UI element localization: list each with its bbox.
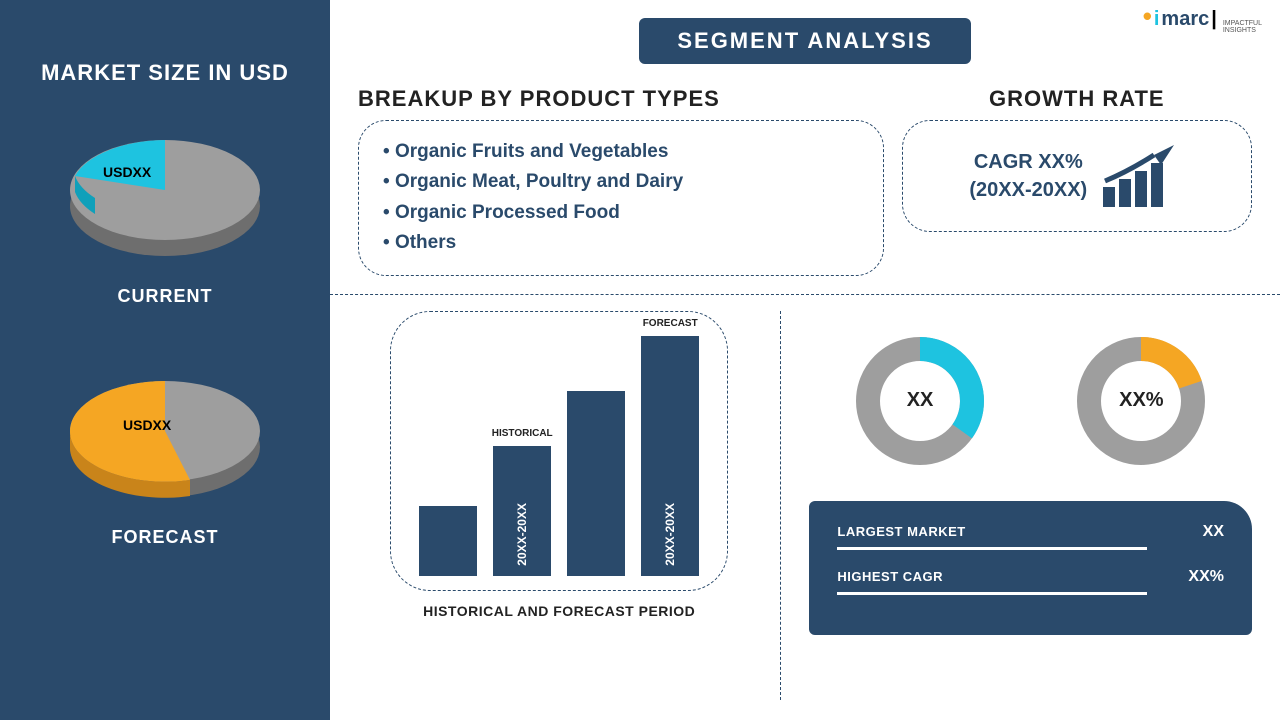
info-row-2: HIGHEST CAGR XX% xyxy=(837,568,1224,586)
left-title: MARKET SIZE IN USD xyxy=(41,60,289,86)
growth-arrow-icon xyxy=(1099,141,1184,211)
bar-top-label: HISTORICAL xyxy=(492,428,553,439)
donut2-label: XX% xyxy=(1119,389,1163,412)
info-row-1: LARGEST MARKET XX xyxy=(837,523,1224,541)
divider-line xyxy=(837,547,1146,550)
row-bottom: 20XX-20XXHISTORICAL20XX-20XXFORECAST HIS… xyxy=(330,294,1280,720)
breakup-item: Organic Fruits and Vegetables xyxy=(383,137,859,167)
highest-cagr-value: XX% xyxy=(1188,568,1224,586)
pie1-caption: CURRENT xyxy=(118,286,213,307)
brand-logo: • imarc | IMPACTFULINSIGHTS xyxy=(1143,8,1262,34)
barchart-section: 20XX-20XXHISTORICAL20XX-20XXFORECAST HIS… xyxy=(358,311,781,700)
breakup-box: Organic Fruits and Vegetables Organic Me… xyxy=(358,120,884,276)
bar: 20XX-20XXHISTORICAL xyxy=(493,446,551,576)
bar-period-label: 20XX-20XX xyxy=(515,503,529,566)
right-metrics: XX XX% LARGEST MARKET XX HIGHEST C xyxy=(781,311,1252,700)
donut-2: XX% xyxy=(1071,331,1211,471)
pie-forecast: USDXX xyxy=(45,357,285,517)
largest-market-label: LARGEST MARKET xyxy=(837,524,965,539)
breakup-item: Organic Processed Food xyxy=(383,198,859,228)
info-box: LARGEST MARKET XX HIGHEST CAGR XX% xyxy=(809,501,1252,635)
bar-top-label: FORECAST xyxy=(643,318,698,329)
bar-period-label: 20XX-20XX xyxy=(663,503,677,566)
barchart-caption: HISTORICAL AND FORECAST PERIOD xyxy=(423,603,695,619)
breakup-heading: BREAKUP BY PRODUCT TYPES xyxy=(358,86,884,112)
bar xyxy=(419,506,477,576)
page-title: SEGMENT ANALYSIS xyxy=(639,18,970,64)
pie2-value: USDXX xyxy=(123,417,171,433)
pie2-caption: FORECAST xyxy=(112,527,219,548)
breakup-list: Organic Fruits and Vegetables Organic Me… xyxy=(383,137,859,259)
breakup-section: BREAKUP BY PRODUCT TYPES Organic Fruits … xyxy=(358,86,884,276)
growth-heading: GROWTH RATE xyxy=(902,86,1252,112)
barchart-box: 20XX-20XXHISTORICAL20XX-20XXFORECAST xyxy=(390,311,728,591)
divider-line xyxy=(837,592,1146,595)
growth-box: CAGR XX%(20XX-20XX) xyxy=(902,120,1252,232)
breakup-item: Organic Meat, Poultry and Dairy xyxy=(383,167,859,197)
bar: 20XX-20XXFORECAST xyxy=(641,336,699,576)
donuts-row: XX XX% xyxy=(809,331,1252,471)
donut1-label: XX xyxy=(907,389,934,412)
left-panel: MARKET SIZE IN USD USDXX CURRENT USDXX F… xyxy=(0,0,330,720)
growth-section: GROWTH RATE CAGR XX%(20XX-20XX) xyxy=(902,86,1252,276)
cagr-text: CAGR XX%(20XX-20XX) xyxy=(969,148,1087,204)
bar xyxy=(567,391,625,576)
row-top: BREAKUP BY PRODUCT TYPES Organic Fruits … xyxy=(330,76,1280,276)
donut-1: XX xyxy=(850,331,990,471)
bars-container: 20XX-20XXHISTORICAL20XX-20XXFORECAST xyxy=(419,336,699,576)
highest-cagr-label: HIGHEST CAGR xyxy=(837,569,943,584)
pie1-value: USDXX xyxy=(103,164,151,180)
largest-market-value: XX xyxy=(1203,523,1224,541)
right-panel: • imarc | IMPACTFULINSIGHTS SEGMENT ANAL… xyxy=(330,0,1280,720)
breakup-item: Others xyxy=(383,228,859,258)
pie-current: USDXX xyxy=(45,116,285,276)
